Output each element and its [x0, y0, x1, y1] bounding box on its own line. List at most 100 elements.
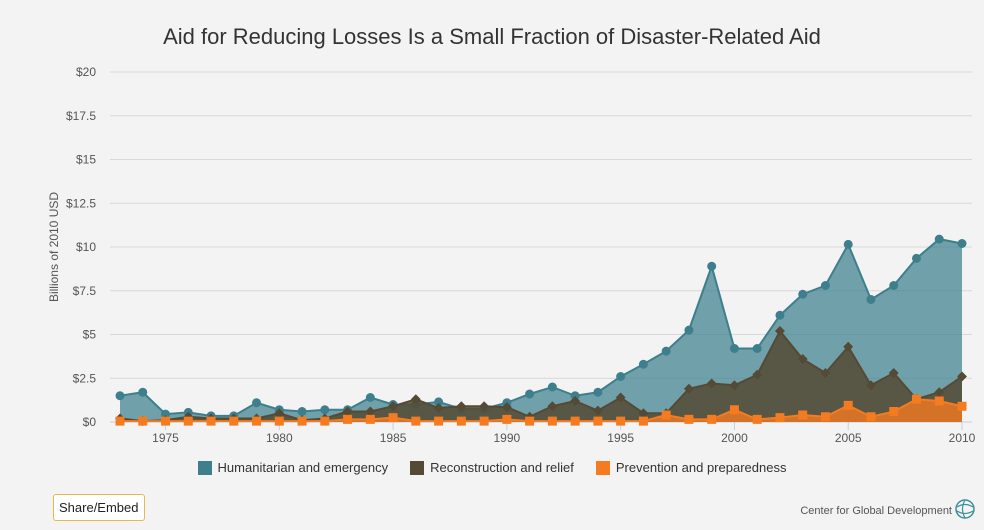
data-point — [388, 401, 399, 412]
data-point — [410, 394, 421, 405]
x-tick-label: 1980 — [266, 431, 293, 445]
data-point — [752, 344, 762, 353]
data-point — [547, 416, 557, 426]
data-point — [638, 416, 648, 426]
data-point — [411, 416, 421, 426]
data-point — [479, 401, 490, 412]
series-area — [120, 399, 962, 422]
x-tick-label: 1975 — [152, 431, 179, 445]
x-tick-label: 2005 — [835, 431, 862, 445]
data-point — [342, 406, 353, 417]
data-point — [843, 341, 854, 352]
data-point — [775, 413, 785, 423]
x-tick-label: 1995 — [607, 431, 634, 445]
data-point — [820, 368, 831, 378]
data-point — [957, 401, 967, 411]
data-point — [707, 414, 717, 424]
y-tick-label: $10 — [76, 240, 96, 254]
data-point — [911, 394, 921, 404]
share-embed-button[interactable]: Share/Embed — [53, 494, 145, 521]
data-point — [570, 391, 580, 401]
y-tick-label: $0 — [83, 415, 97, 429]
data-point — [797, 354, 808, 364]
y-tick-label: $17.5 — [66, 109, 96, 123]
data-point — [866, 295, 876, 304]
data-point — [616, 372, 626, 381]
area-chart: $0 $2.5 $5 $7.5 $10 $12.5 $15 $17.5 $20 1975 1980 1… — [47, 65, 976, 445]
credit-text: Center for Global Development — [800, 505, 952, 517]
data-point — [752, 369, 763, 380]
data-point — [889, 281, 899, 290]
y-axis-label: Billions of 2010 USD — [47, 192, 61, 302]
data-point — [888, 368, 899, 378]
data-point — [229, 416, 239, 426]
data-point — [638, 408, 649, 419]
data-point — [616, 416, 626, 426]
data-point — [343, 414, 353, 424]
data-point — [661, 346, 671, 356]
data-point — [798, 289, 808, 299]
legend: Humanitarian and emergency Reconstructio… — [0, 460, 984, 475]
data-point — [115, 416, 125, 426]
data-point — [570, 396, 581, 406]
legend-item-humanitarian[interactable]: Humanitarian and emergency — [197, 460, 389, 475]
legend-label: Prevention and preparedness — [615, 460, 787, 475]
legend-swatch — [197, 460, 212, 475]
data-point — [934, 234, 944, 244]
data-point — [115, 391, 125, 401]
data-point — [592, 405, 603, 416]
x-tick-label: 2000 — [721, 431, 748, 445]
data-point — [843, 400, 853, 410]
data-point — [911, 253, 921, 263]
data-point — [502, 414, 512, 424]
data-point — [615, 392, 626, 403]
data-point — [138, 416, 148, 426]
data-point — [843, 239, 853, 249]
data-point — [252, 398, 262, 408]
legend-label: Reconstruction and relief — [430, 460, 574, 475]
data-point — [388, 413, 398, 423]
data-point — [456, 401, 467, 412]
data-point — [570, 416, 580, 426]
data-point — [866, 412, 876, 422]
data-point — [707, 261, 717, 271]
data-point — [820, 412, 830, 422]
data-point — [434, 397, 444, 407]
data-point — [274, 416, 284, 426]
data-point — [183, 416, 193, 426]
data-point — [456, 416, 466, 426]
data-point — [161, 416, 171, 426]
data-point — [638, 359, 648, 369]
data-point — [957, 239, 967, 248]
data-point — [661, 410, 671, 420]
legend-swatch — [595, 460, 610, 475]
data-point — [161, 409, 171, 419]
y-tick-label: $7.5 — [73, 284, 97, 298]
series-area — [120, 331, 962, 422]
data-point — [729, 405, 739, 415]
x-tick-label: 1990 — [494, 431, 521, 445]
data-point — [479, 416, 489, 426]
data-point — [434, 416, 444, 426]
y-tick-label: $15 — [76, 153, 96, 167]
legend-item-prevention[interactable]: Prevention and preparedness — [595, 460, 787, 475]
data-point — [252, 416, 262, 426]
data-point — [297, 416, 307, 426]
data-point — [501, 402, 512, 413]
chart-title: Aid for Reducing Losses Is a Small Fract… — [163, 24, 821, 49]
y-tick-label: $2.5 — [73, 371, 97, 385]
y-tick-label: $5 — [83, 328, 97, 342]
x-tick-label: 2010 — [949, 431, 976, 445]
x-tick-label: 1985 — [380, 431, 407, 445]
data-point — [684, 325, 694, 335]
legend-item-reconstruction[interactable]: Reconstruction and relief — [410, 460, 574, 475]
data-point — [684, 414, 694, 424]
y-tick-label: $12.5 — [66, 196, 96, 210]
data-point — [774, 326, 785, 336]
data-point — [365, 414, 375, 424]
legend-label: Humanitarian and emergency — [217, 460, 389, 475]
data-point — [593, 416, 603, 426]
data-point — [752, 414, 762, 424]
data-point — [866, 380, 876, 391]
data-point — [297, 407, 307, 416]
